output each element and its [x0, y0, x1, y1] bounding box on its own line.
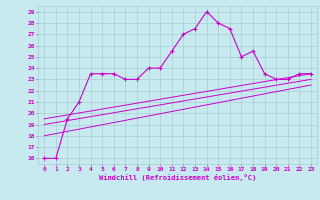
X-axis label: Windchill (Refroidissement éolien,°C): Windchill (Refroidissement éolien,°C) — [99, 174, 256, 181]
